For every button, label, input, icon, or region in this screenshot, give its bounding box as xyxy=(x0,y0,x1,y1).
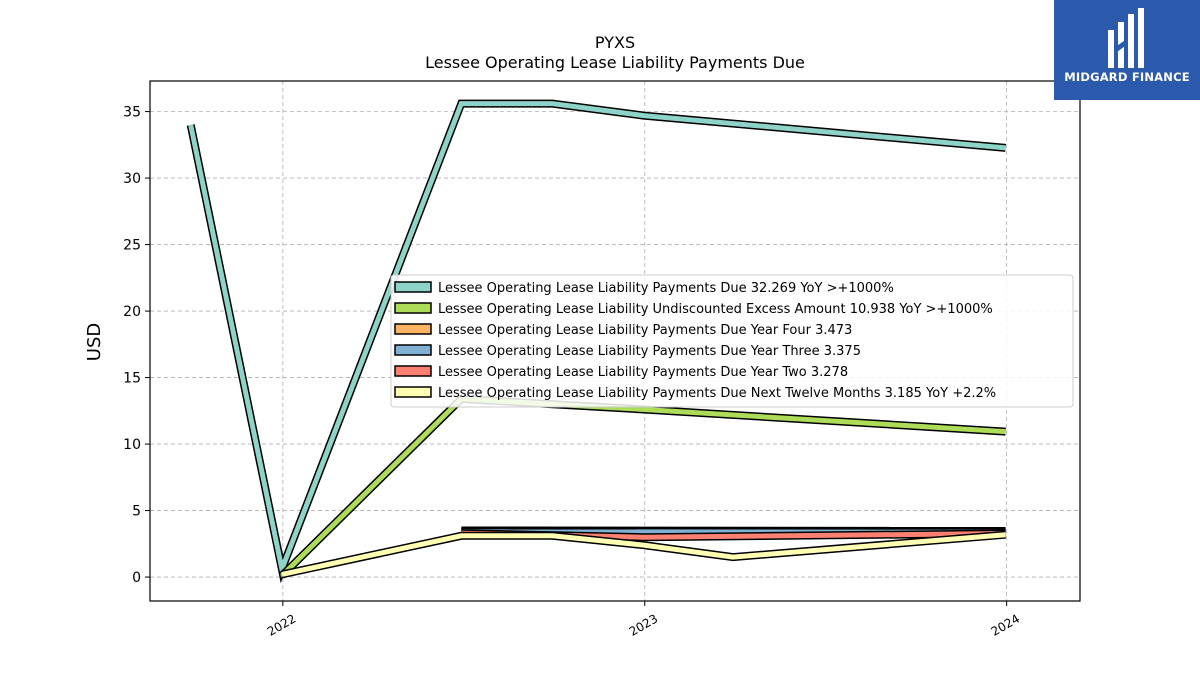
y-tick-label: 25 xyxy=(123,238,141,254)
y-tick-label: 20 xyxy=(123,304,141,320)
logo-mark-icon xyxy=(1108,8,1144,68)
chart-subtitle: Lessee Operating Lease Liability Payment… xyxy=(425,53,805,72)
series-6 xyxy=(281,530,1006,579)
legend-label: Lessee Operating Lease Liability Payment… xyxy=(438,365,848,380)
x-tick-label: 2022 xyxy=(265,611,298,638)
legend-swatch xyxy=(394,386,432,398)
series-line xyxy=(281,532,1006,577)
y-tick-label: 10 xyxy=(123,437,141,453)
legend-label: Lessee Operating Lease Liability Undisco… xyxy=(438,302,993,317)
x-tick-label: 2023 xyxy=(627,611,660,638)
legend-box xyxy=(390,274,1074,408)
legend-label: Lessee Operating Lease Liability Payment… xyxy=(438,323,852,338)
legend-swatch xyxy=(394,365,432,377)
y-tick-label: 0 xyxy=(132,570,141,586)
legend: Lessee Operating Lease Liability Payment… xyxy=(390,274,1074,408)
y-tick-label: 5 xyxy=(132,504,141,520)
legend-label: Lessee Operating Lease Liability Payment… xyxy=(438,386,996,401)
x-tick-label: 2024 xyxy=(989,611,1022,638)
chart-title: PYXS xyxy=(595,33,635,52)
series-1 xyxy=(186,99,1006,584)
series-line xyxy=(188,101,1006,578)
plot-frame xyxy=(149,80,1081,602)
legend-swatch xyxy=(394,344,432,356)
legend-swatch xyxy=(394,281,432,293)
legend-swatch xyxy=(394,323,432,335)
legend-label: Lessee Operating Lease Liability Payment… xyxy=(438,281,894,296)
y-tick-label: 30 xyxy=(123,171,141,187)
y-axis-label: USD xyxy=(84,323,105,361)
brand-logo: MIDGARD FINANCE xyxy=(1054,0,1200,100)
y-tick-label: 35 xyxy=(123,105,141,121)
legend-swatch xyxy=(394,302,432,314)
y-tick-label: 15 xyxy=(123,371,141,387)
legend-label: Lessee Operating Lease Liability Payment… xyxy=(438,344,861,359)
logo-text: MIDGARD FINANCE xyxy=(1064,70,1190,84)
